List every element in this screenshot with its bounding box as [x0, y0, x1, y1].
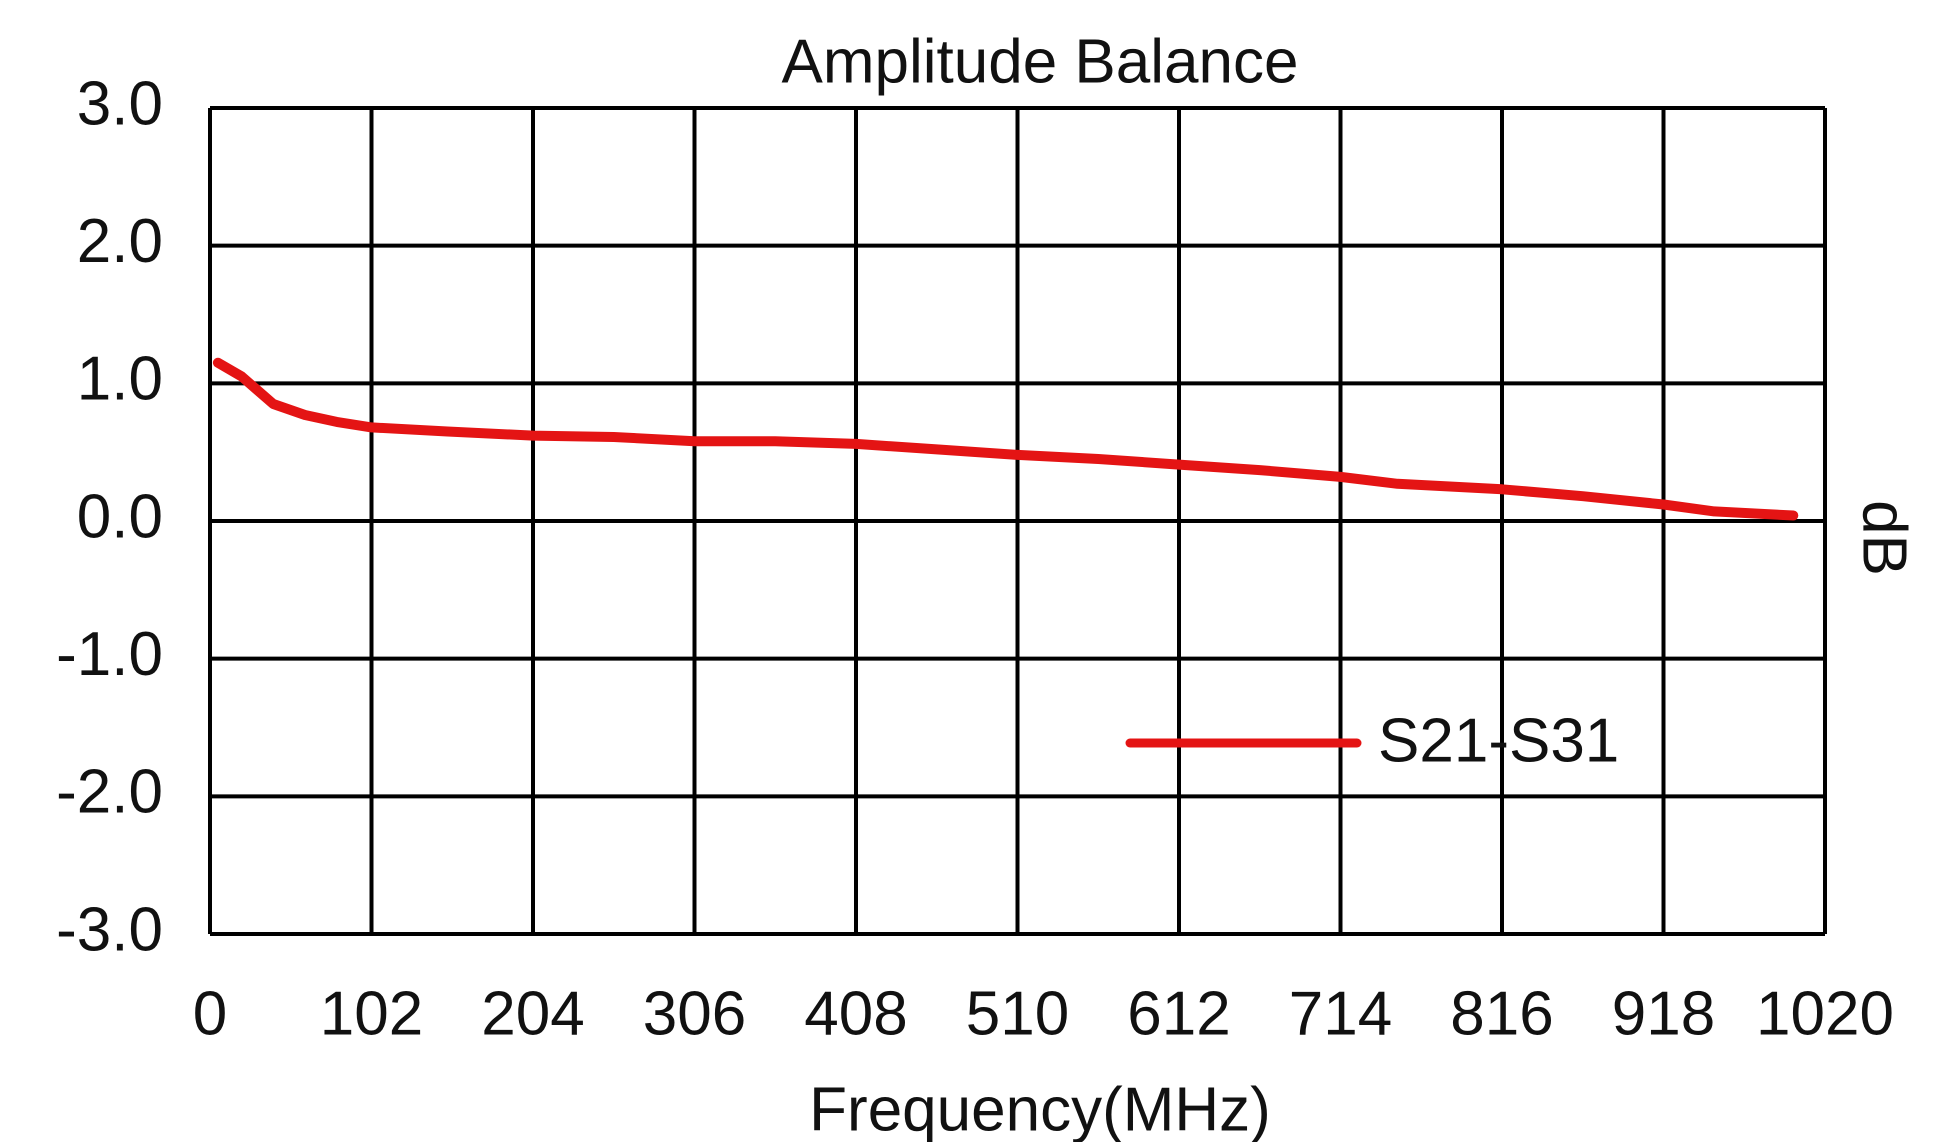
- y-tick-label: 2.0: [77, 207, 163, 276]
- y-tick-label: -1.0: [56, 620, 163, 689]
- x-tick-label: 306: [643, 979, 746, 1048]
- y-tick-label: 0.0: [77, 482, 163, 551]
- x-tick-label: 0: [193, 979, 227, 1048]
- y-axis-label: dB: [1850, 500, 1919, 576]
- data-line: [212, 357, 1799, 521]
- y-tick-label: -3.0: [56, 895, 163, 964]
- chart-title: Amplitude Balance: [782, 27, 1299, 96]
- y-tick-label: 3.0: [77, 69, 163, 138]
- x-tick-label: 102: [320, 979, 423, 1048]
- x-tick-label: 204: [481, 979, 584, 1048]
- x-tick-label: 612: [1127, 979, 1230, 1048]
- x-tick-label: 714: [1289, 979, 1392, 1048]
- x-tick-label: 918: [1612, 979, 1715, 1048]
- y-tick-label: 1.0: [77, 345, 163, 414]
- x-tick-label: 1020: [1756, 979, 1894, 1048]
- x-tick-label: 510: [966, 979, 1069, 1048]
- x-tick-label: 816: [1450, 979, 1553, 1048]
- x-tick-label: 408: [804, 979, 907, 1048]
- legend-label: S21-S31: [1378, 706, 1619, 775]
- x-axis-label: Frequency(MHz): [809, 1075, 1271, 1142]
- y-tick-label: -2.0: [56, 758, 163, 827]
